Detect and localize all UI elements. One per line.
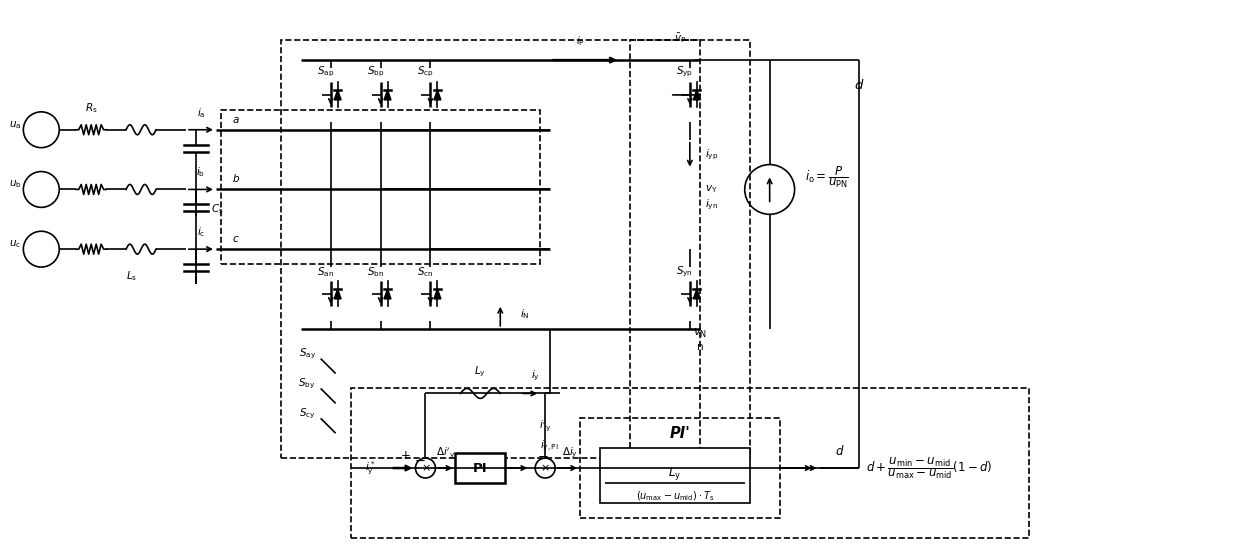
Bar [455, 453, 505, 483]
Text: $S_{\rm yn}$: $S_{\rm yn}$ [677, 264, 693, 278]
Text: $i'_{\rm y}$: $i'_{\rm y}$ [539, 419, 552, 433]
Text: $i_{\rm yn}$: $i_{\rm yn}$ [704, 197, 718, 211]
Text: n: n [697, 342, 703, 352]
Text: $\times$: $\times$ [541, 463, 551, 473]
Polygon shape [384, 90, 391, 100]
Text: $S_{\rm ap}$: $S_{\rm ap}$ [317, 65, 335, 79]
Text: $L_{\rm s}$: $L_{\rm s}$ [125, 269, 136, 283]
Text: $-$: $-$ [414, 453, 425, 467]
Text: $S_{\rm bn}$: $S_{\rm bn}$ [367, 265, 384, 278]
Bar [600, 448, 750, 503]
Text: $\Delta i'_{\rm y}$: $\Delta i'_{\rm y}$ [435, 446, 455, 460]
Text: c: c [233, 234, 239, 244]
Text: $i^*_{\rm y}$: $i^*_{\rm y}$ [366, 459, 376, 477]
Bar [351, 389, 1029, 538]
Polygon shape [434, 90, 441, 100]
Text: $u_{\rm c}$: $u_{\rm c}$ [9, 238, 21, 250]
Text: a: a [233, 115, 239, 125]
Text: $\times$: $\times$ [420, 463, 430, 473]
Bar [280, 40, 699, 458]
Text: $d + \dfrac{u_{\rm min} - u_{\rm mid}}{u_{\rm max} - u_{\rm mid}}(1-d)$: $d + \dfrac{u_{\rm min} - u_{\rm mid}}{u… [866, 455, 992, 481]
Text: $i_{\rm o} = \dfrac{P}{u_{\rm PN}}$: $i_{\rm o} = \dfrac{P}{u_{\rm PN}}$ [805, 164, 848, 191]
Text: $S_{\rm cp}$: $S_{\rm cp}$ [417, 65, 434, 79]
Polygon shape [334, 90, 341, 100]
Text: $L_{\rm y}$: $L_{\rm y}$ [475, 364, 486, 378]
Text: $i_{\rm N}$: $i_{\rm N}$ [521, 307, 529, 321]
Text: $L_{\rm y}$: $L_{\rm y}$ [668, 465, 682, 481]
Text: $d$: $d$ [854, 78, 864, 92]
Polygon shape [334, 289, 341, 299]
Text: $(u_{\rm max} - u_{\rm mid}) \cdot T_{\rm s}$: $(u_{\rm max} - u_{\rm mid}) \cdot T_{\r… [636, 489, 714, 503]
Text: $\Delta i_{\rm y}$: $\Delta i_{\rm y}$ [562, 446, 578, 460]
Text: PI': PI' [670, 426, 691, 440]
Text: $S_{\rm bp}$: $S_{\rm bp}$ [367, 65, 384, 79]
Text: $i_{\rm P}$: $i_{\rm P}$ [575, 34, 584, 48]
Text: $S_{\rm an}$: $S_{\rm an}$ [317, 265, 334, 278]
Text: $\bar{v}_{\rm P}$: $\bar{v}_{\rm P}$ [673, 31, 686, 45]
Polygon shape [434, 289, 441, 299]
Bar [580, 418, 780, 518]
Text: b: b [233, 174, 239, 184]
Text: $i_{\rm y}$: $i_{\rm y}$ [531, 369, 539, 383]
Text: $i_{\rm b}$: $i_{\rm b}$ [196, 165, 206, 179]
Text: $i_{\rm y,PI}$: $i_{\rm y,PI}$ [541, 439, 559, 453]
Text: $S_{\rm by}$: $S_{\rm by}$ [299, 376, 316, 391]
Text: $d$: $d$ [835, 444, 844, 458]
Polygon shape [693, 289, 701, 299]
Text: $S_{\rm ay}$: $S_{\rm ay}$ [299, 347, 316, 361]
Text: $R_{\rm s}$: $R_{\rm s}$ [84, 101, 98, 115]
Text: PI: PI [472, 462, 487, 475]
Text: $v_{\rm N}$: $v_{\rm N}$ [693, 327, 707, 340]
Text: $-$: $-$ [537, 449, 549, 463]
Bar [630, 40, 750, 458]
Text: $u_{\rm a}$: $u_{\rm a}$ [9, 119, 21, 131]
Text: $i_{\rm c}$: $i_{\rm c}$ [197, 225, 205, 239]
Text: $v_{\rm Y}$: $v_{\rm Y}$ [704, 183, 718, 195]
Text: $S_{\rm yp}$: $S_{\rm yp}$ [676, 65, 693, 79]
Text: $S_{\rm cn}$: $S_{\rm cn}$ [417, 265, 434, 278]
Text: $i_{\rm yp}$: $i_{\rm yp}$ [704, 148, 718, 162]
Text: $C_{\rm s}$: $C_{\rm s}$ [211, 202, 223, 216]
Polygon shape [384, 289, 391, 299]
Text: $S_{\rm cy}$: $S_{\rm cy}$ [299, 406, 316, 420]
Polygon shape [693, 90, 701, 100]
Text: +: + [401, 449, 410, 462]
Text: $u_{\rm b}$: $u_{\rm b}$ [9, 178, 21, 191]
Bar [221, 110, 541, 264]
Text: $i_{\rm a}$: $i_{\rm a}$ [197, 106, 206, 120]
